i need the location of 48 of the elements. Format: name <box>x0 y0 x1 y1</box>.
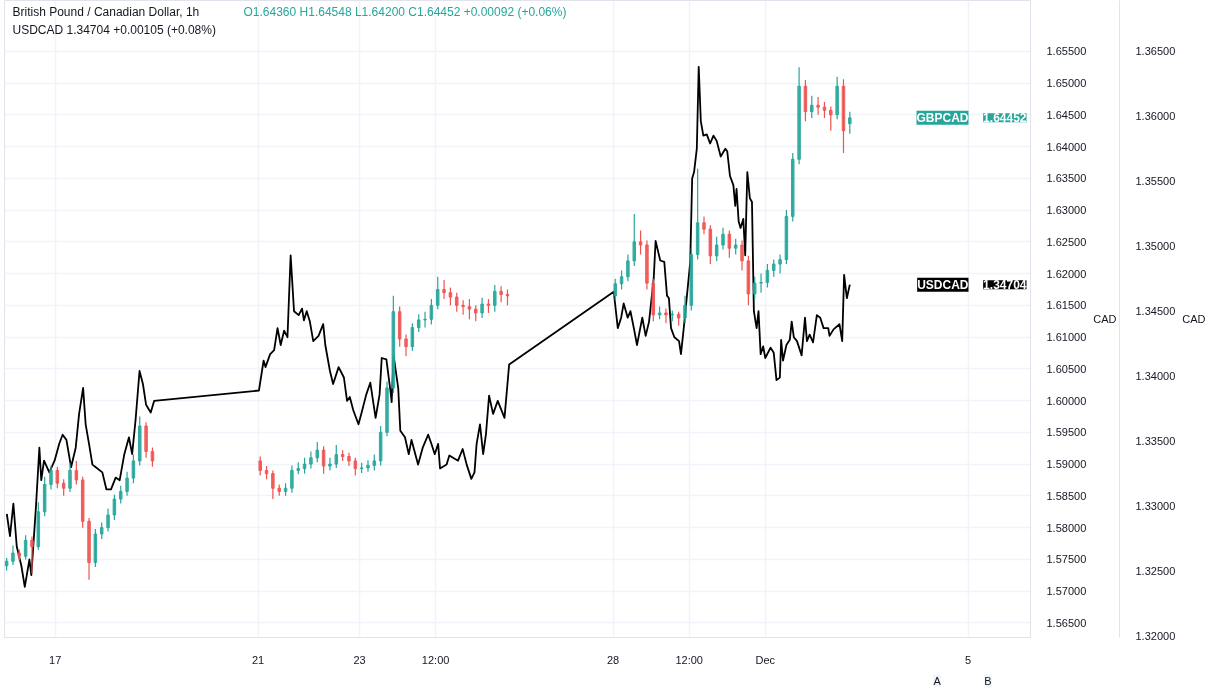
legend-label: USDCAD <box>917 277 969 292</box>
x-tick-label: 28 <box>607 653 620 666</box>
x-tick-label: Dec <box>755 653 776 666</box>
annotation: O1.64360 H1.64548 L1.64200 C1.64452 +0.00092 (+0.06%) <box>243 4 567 19</box>
x-tick-label: 17 <box>49 653 62 666</box>
y2-tick-label: 1.35500 <box>1135 175 1176 188</box>
y-tick-label: 1.63500 <box>1046 172 1087 185</box>
y-tick-label: 1.59500 <box>1046 426 1087 439</box>
y-tick-label: 1.61000 <box>1046 331 1087 344</box>
annotation: 1.64452 <box>983 111 1027 126</box>
y2-tick-label: 1.36500 <box>1135 45 1176 58</box>
legend-label: GBPCAD <box>916 110 969 125</box>
y-axis-title: CAD <box>1093 313 1117 325</box>
y-tick-label: 1.57000 <box>1046 585 1087 598</box>
y2-tick-label: 1.34000 <box>1135 370 1176 383</box>
y-tick-label: 1.65000 <box>1046 77 1087 90</box>
chart-title: British Pound / Canadian Dollar, 1h <box>12 4 200 19</box>
y-tick-label: 1.62000 <box>1046 267 1087 280</box>
y2-tick-label: 1.35000 <box>1135 240 1176 253</box>
y-tick-label: 1.65500 <box>1046 45 1087 58</box>
y2-axis-title: CAD <box>1182 313 1206 325</box>
y2-tick-label: 1.36000 <box>1135 110 1176 123</box>
y-tick-label: 1.58500 <box>1046 489 1087 502</box>
y-tick-label: 1.60000 <box>1046 394 1087 407</box>
y2-tick-label: 1.33000 <box>1135 500 1176 513</box>
y-tick-label: 1.60500 <box>1046 362 1087 375</box>
y-tick-label: 1.57500 <box>1046 553 1087 566</box>
y2-tick-label: 1.33500 <box>1135 435 1176 448</box>
text: A <box>933 674 942 687</box>
y-tick-label: 1.56500 <box>1046 616 1087 629</box>
y2-tick-label: 1.34500 <box>1135 305 1176 318</box>
y-tick-label: 1.61500 <box>1046 299 1087 312</box>
y2-tick-label: 1.32500 <box>1135 565 1176 578</box>
x-tick-label: 21 <box>251 653 265 666</box>
x-tick-label: 5 <box>965 653 972 666</box>
y2-tick-label: 1.32000 <box>1135 630 1176 643</box>
x-tick-label: 23 <box>353 653 366 666</box>
y-tick-label: 1.64000 <box>1046 140 1087 153</box>
x-tick-label: 12:00 <box>421 653 450 666</box>
y-tick-label: 1.59000 <box>1046 458 1087 471</box>
y-tick-label: 1.64500 <box>1046 108 1087 121</box>
annotation: 1.34704 <box>983 278 1027 293</box>
annotation: USDCAD 1.34704 +0.00105 (+0.08%) <box>12 22 216 37</box>
x-tick-label: 12:00 <box>675 653 703 666</box>
text: B <box>984 674 992 687</box>
y-tick-label: 1.62500 <box>1046 235 1087 248</box>
y-tick-label: 1.63000 <box>1046 204 1087 217</box>
y-tick-label: 1.58000 <box>1046 521 1087 534</box>
